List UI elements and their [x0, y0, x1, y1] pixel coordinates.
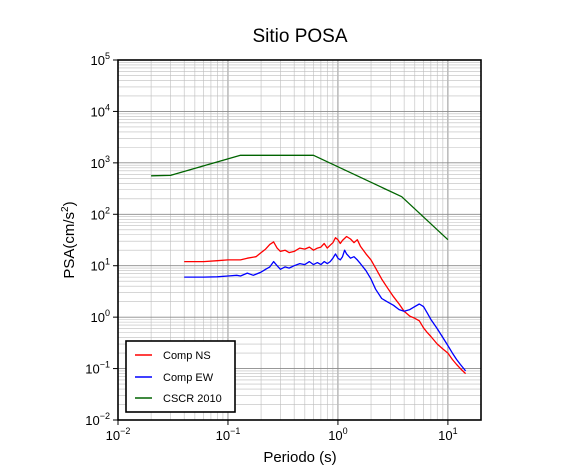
x-tick-label: 10−1	[216, 426, 241, 443]
y-tick-label-exp: 2	[105, 205, 110, 215]
legend-label-cscr-2010: CSCR 2010	[163, 393, 222, 405]
series-layer	[151, 154, 467, 375]
y-tick-label: 104	[91, 102, 110, 119]
legend-label-comp-ns: Comp NS	[163, 350, 211, 362]
y-tick-label-base: 10	[91, 259, 105, 274]
x-tick-label: 100	[328, 426, 347, 443]
y-tick-label-base: 10	[91, 207, 105, 222]
plot-frame	[117, 59, 482, 421]
y-axis-label-close: )	[61, 201, 78, 206]
y-tick-label-base: 10	[91, 53, 105, 68]
x-tick-label-base: 10	[328, 428, 342, 443]
x-tick-label-exp: 1	[453, 426, 458, 436]
y-tick-label: 100	[91, 308, 110, 325]
y-tick-label-exp: 0	[105, 308, 110, 318]
legend-label-comp-ew: Comp EW	[163, 372, 214, 384]
series-line-comp-ew	[184, 249, 467, 372]
y-tick-label-exp: 5	[105, 51, 110, 61]
y-tick-label-exp: −2	[100, 411, 110, 421]
series-line-comp-ns	[184, 235, 467, 375]
series-line-cscr-2010	[151, 154, 449, 241]
y-tick-label-base: 10	[91, 156, 105, 171]
y-tick-label-base: 10	[85, 362, 99, 377]
y-tick-label: 102	[91, 205, 110, 222]
y-tick-label-exp: 3	[105, 154, 110, 164]
y-tick-label: 105	[91, 51, 110, 68]
chart-title: Sitio POSA	[252, 26, 347, 47]
x-axis-label: Periodo (s)	[263, 449, 336, 466]
x-tick-label: 101	[438, 426, 457, 443]
x-tick-label-exp: −1	[230, 426, 240, 436]
y-axis-label-sup: 2	[60, 206, 71, 212]
y-tick-label-base: 10	[91, 310, 105, 325]
y-tick-label-exp: −1	[100, 360, 110, 370]
x-tick-label-base: 10	[438, 428, 452, 443]
x-tick-label-exp: 0	[343, 426, 348, 436]
y-tick-label: 101	[91, 257, 110, 274]
y-tick-label: 10−1	[85, 360, 110, 377]
grid	[117, 59, 482, 421]
x-ticks: 10−2 10−1 100 101	[106, 420, 458, 443]
y-tick-label-exp: 4	[105, 102, 110, 112]
y-axis-label-base: PSA(cm/s	[61, 212, 78, 279]
x-tick-label: 10−2	[106, 426, 131, 443]
x-tick-label-base: 10	[106, 428, 120, 443]
y-tick-label-base: 10	[85, 413, 99, 428]
legend: Comp NS Comp EW CSCR 2010	[125, 340, 236, 413]
y-tick-label: 10−2	[85, 411, 110, 428]
x-tick-label-exp: −2	[120, 426, 130, 436]
y-tick-label-base: 10	[91, 104, 105, 119]
y-tick-label-exp: 1	[105, 257, 110, 267]
y-tick-label: 103	[91, 154, 110, 171]
x-tick-label-base: 10	[216, 428, 230, 443]
y-axis-label: PSA(cm/s2)	[60, 201, 78, 278]
